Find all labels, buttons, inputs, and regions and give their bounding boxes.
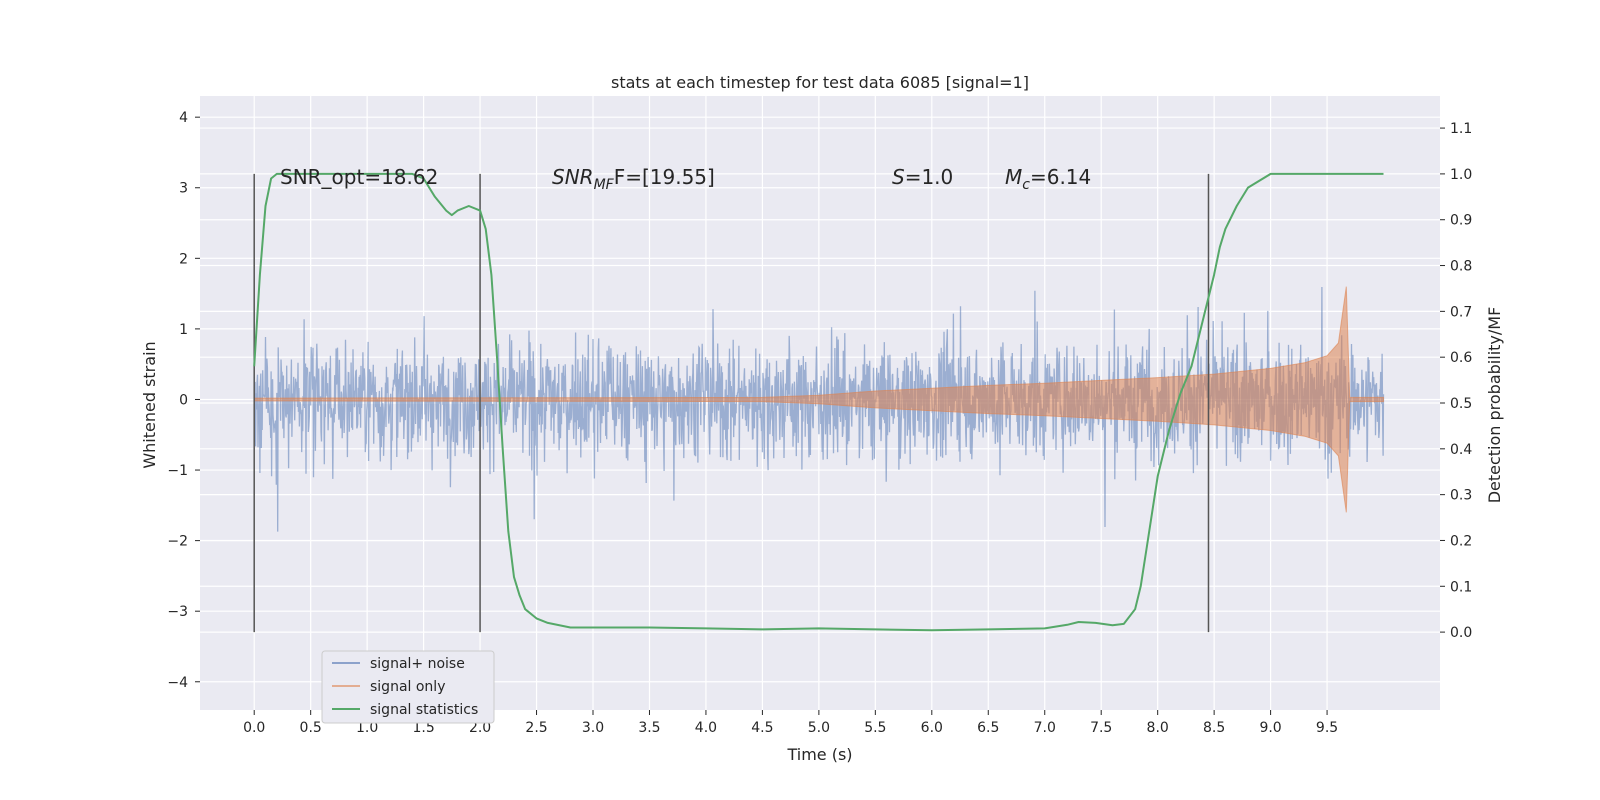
- annotation-s-rest: =1.0: [905, 165, 954, 189]
- x-tick-label: 6.5: [977, 720, 999, 736]
- legend-label-signal-only: signal only: [370, 679, 445, 695]
- y-tick-label: 1: [179, 322, 188, 338]
- y2-tick-label: 0.0: [1450, 625, 1472, 641]
- x-tick-label: 7.5: [1090, 720, 1112, 736]
- y2-tick-label: 0.7: [1450, 304, 1472, 320]
- x-tick-label: 3.5: [638, 720, 660, 736]
- y2-axis-ticks: 1.1 1.0 0.9 0.8 0.7 0.6 0.5 0.4 0.3 0.2 0.1 0.0: [1440, 121, 1472, 641]
- x-tick-label: 8.5: [1203, 720, 1225, 736]
- y-tick-label: 3: [179, 181, 188, 197]
- x-tick-label: 9.0: [1259, 720, 1281, 736]
- annotation-mc-base: M: [1005, 165, 1022, 189]
- x-tick-label: 2.0: [469, 720, 491, 736]
- x-tick-label: 3.0: [582, 720, 604, 736]
- legend-box: [321, 650, 495, 724]
- y-axis-label: Whitened strain: [140, 341, 159, 468]
- y2-tick-label: 0.5: [1450, 396, 1472, 412]
- x-axis-label: Time (s): [786, 745, 852, 764]
- y-tick-label: −2: [167, 534, 188, 550]
- x-tick-label: 9.5: [1316, 720, 1338, 736]
- signal-only-band: [253, 286, 1384, 513]
- x-tick-label: 5.0: [808, 720, 830, 736]
- y2-tick-label: 0.4: [1450, 442, 1472, 458]
- annotation-s-base: S: [892, 165, 905, 189]
- x-tick-label: 1.0: [356, 720, 378, 736]
- x-tick-label: 6.0: [921, 720, 943, 736]
- annotation-s: S=1.0: [892, 165, 953, 189]
- x-tick-label: 4.0: [695, 720, 717, 736]
- annotation-snr-mf-rest: F=[19.55]: [614, 165, 715, 189]
- x-tick-label: 1.5: [412, 720, 434, 736]
- chart-title: stats at each timestep for test data 608…: [611, 73, 1029, 92]
- y-axis-ticks: 4 3 2 1 0 −1 −2 −3 −4: [167, 110, 200, 691]
- y2-tick-label: 0.8: [1450, 259, 1472, 275]
- x-axis-ticks: 0.0 0.5 1.0 1.5 2.0 2.5 3.0 3.5 4.0 4.5 5.0 5.5 6.0 6…: [243, 710, 1338, 736]
- x-tick-label: 8.0: [1147, 720, 1169, 736]
- signal-only-series: [253, 286, 1384, 513]
- signal-statistics-series: [253, 172, 1384, 632]
- y2-tick-label: 0.3: [1450, 488, 1472, 504]
- x-tick-label: 2.5: [525, 720, 547, 736]
- y-tick-label: −1: [167, 463, 188, 479]
- legend-label-signal-noise: signal+ noise: [370, 656, 465, 672]
- y2-tick-label: 0.6: [1450, 350, 1472, 366]
- x-tick-label: 0.0: [243, 720, 265, 736]
- y2-axis-label: Detection probability/MF: [1485, 307, 1504, 504]
- y2-tick-label: 0.1: [1450, 579, 1472, 595]
- signal-statistics-line: [253, 172, 1384, 632]
- y2-tick-label: 0.9: [1450, 213, 1472, 229]
- y2-tick-label: 1.0: [1450, 167, 1472, 183]
- y-tick-label: −3: [167, 604, 188, 620]
- x-tick-label: 4.5: [751, 720, 773, 736]
- y2-tick-label: 0.2: [1450, 533, 1472, 549]
- annotation-snr-opt: SNR_opt=18.62: [280, 165, 438, 189]
- annotation-snr-mf-base: SNR: [552, 165, 594, 189]
- x-tick-label: 5.5: [864, 720, 886, 736]
- annotation-mc-sub: c: [1022, 177, 1030, 193]
- legend: signal+ noise signal only signal statist…: [321, 650, 495, 724]
- vertical-markers: [253, 173, 1210, 633]
- annotation-snr-mf: SNRMFF=[19.55]: [552, 165, 715, 193]
- y-tick-label: 4: [179, 110, 188, 126]
- x-tick-label: 7.0: [1034, 720, 1056, 736]
- y-tick-label: 0: [179, 392, 188, 408]
- y-tick-label: −4: [167, 675, 188, 691]
- annotation-snr-mf-sub: MF: [594, 177, 615, 193]
- legend-label-signal-statistics: signal statistics: [370, 702, 478, 718]
- y-tick-label: 2: [179, 251, 188, 267]
- x-tick-label: 0.5: [300, 720, 322, 736]
- annotation-mc-rest: =6.14: [1030, 165, 1091, 189]
- annotation-mc: Mc=6.14: [1005, 165, 1091, 193]
- y2-tick-label: 1.1: [1450, 121, 1472, 137]
